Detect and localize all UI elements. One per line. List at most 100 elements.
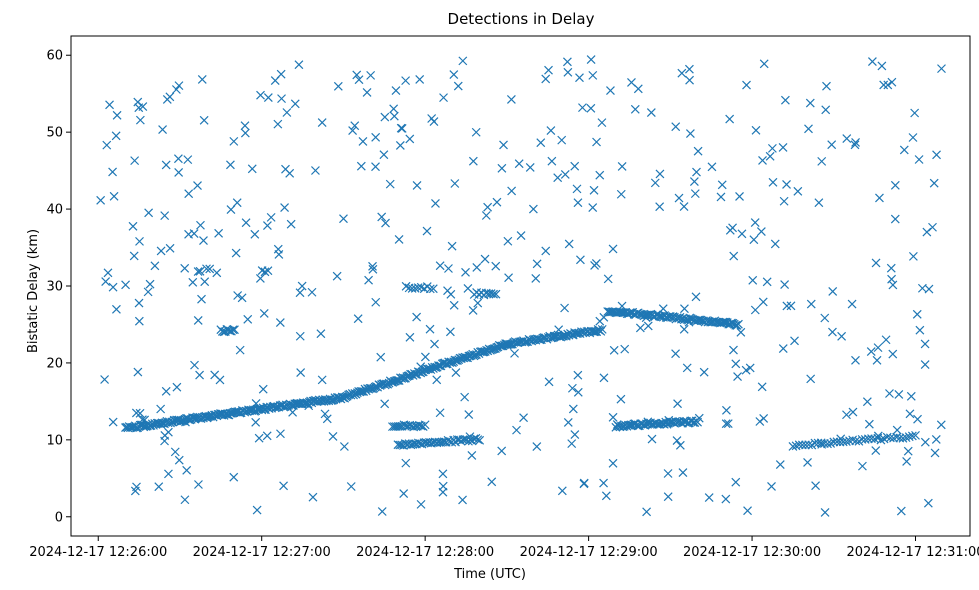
detection-point (579, 479, 589, 489)
detection-point (650, 178, 660, 188)
detection-point (875, 193, 884, 203)
y-tick-label: 10 (46, 433, 63, 448)
detection-point (276, 429, 285, 439)
detection-point (888, 280, 898, 290)
detection-point (279, 481, 289, 491)
detection-point (366, 70, 376, 80)
detection-point (174, 168, 184, 177)
detection-point (506, 95, 516, 104)
detection-point (134, 316, 144, 326)
detection-point (672, 436, 682, 445)
detection-point (678, 468, 688, 477)
detection-point (231, 248, 241, 258)
detection-point (736, 327, 746, 337)
detection-point (554, 325, 564, 335)
detection-point (837, 331, 847, 341)
detection-point (828, 287, 838, 296)
detection-point (743, 506, 752, 516)
detection-point (731, 477, 741, 487)
detection-point (199, 236, 208, 246)
detection-point (842, 134, 852, 143)
detection-point (616, 394, 626, 404)
detection-point (371, 162, 380, 172)
detection-point (685, 75, 694, 85)
detection-point (737, 229, 747, 239)
detection-point (920, 360, 930, 370)
detection-point (161, 386, 171, 396)
detection-point (445, 327, 455, 337)
detection-point (599, 312, 609, 322)
detection-point (627, 78, 636, 87)
detection-point (801, 440, 810, 450)
detection-point (432, 375, 442, 385)
detection-point (588, 203, 598, 212)
detection-point (254, 433, 264, 443)
detection-point (401, 76, 411, 86)
detection-point (932, 150, 941, 160)
detection-point (109, 191, 119, 201)
detection-point (156, 404, 166, 414)
detection-point (380, 399, 390, 409)
detection-point (767, 482, 776, 491)
detection-point (643, 417, 653, 427)
detection-point (320, 409, 330, 419)
detection-point (491, 261, 501, 271)
detection-point (453, 81, 463, 91)
detection-point (280, 203, 290, 212)
detection-point (181, 417, 190, 427)
detection-point (879, 80, 889, 90)
detection-point (96, 195, 106, 205)
detection-point (694, 413, 704, 423)
detection-point (820, 508, 830, 517)
detection-point (848, 407, 858, 417)
y-tick-label: 60 (46, 49, 63, 64)
detection-point (757, 382, 767, 392)
detection-point (866, 347, 876, 357)
detection-point (339, 442, 349, 451)
detection-point (348, 126, 358, 135)
detection-point (756, 227, 766, 236)
detection-point (422, 226, 432, 236)
detection-point (135, 408, 145, 418)
detection-point (697, 316, 707, 326)
detection-point (779, 196, 789, 206)
detection-point (674, 193, 684, 203)
detection-point (275, 318, 285, 328)
detection-point (373, 382, 383, 392)
detection-point (721, 494, 731, 504)
detection-point (143, 287, 153, 297)
detection-point (803, 457, 812, 467)
detection-point (758, 297, 768, 307)
detection-point (899, 145, 909, 155)
detection-point (560, 170, 570, 179)
detection-point (365, 383, 375, 393)
detection-point (394, 234, 404, 244)
detection-point (193, 267, 203, 276)
detection-point (399, 489, 409, 499)
detection-point (608, 244, 618, 254)
detection-point (105, 100, 114, 110)
detection-point (717, 180, 727, 190)
detection-point (578, 103, 587, 113)
detection-point (458, 435, 468, 445)
detection-point (188, 277, 198, 287)
detection-point (385, 179, 395, 189)
detection-point (251, 399, 261, 408)
detection-point (339, 214, 348, 224)
detection-point (295, 331, 305, 341)
detection-point (241, 218, 251, 228)
detection-point (273, 119, 283, 129)
detection-point (804, 440, 814, 450)
detection-point (290, 99, 300, 109)
detection-point (316, 329, 326, 339)
detection-point (663, 492, 673, 502)
detection-point (608, 412, 618, 422)
detection-point (655, 202, 665, 212)
detection-point (317, 375, 327, 385)
detection-point (195, 370, 205, 380)
detection-point (449, 300, 459, 310)
detection-point (751, 125, 761, 135)
detection-point (296, 368, 306, 377)
detection-point (920, 339, 930, 349)
detection-point (468, 306, 478, 315)
